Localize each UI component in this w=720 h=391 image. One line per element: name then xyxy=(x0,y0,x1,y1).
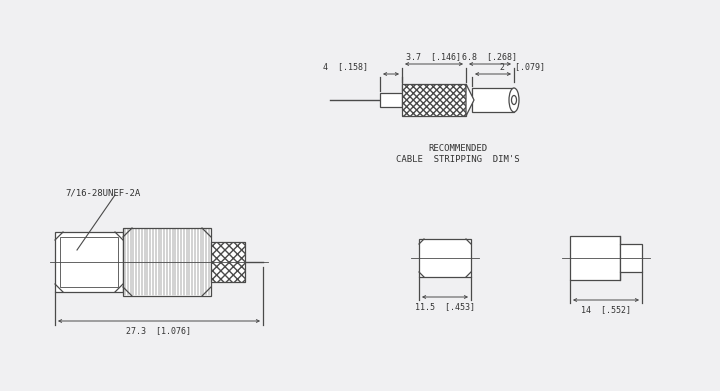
Bar xyxy=(123,228,211,296)
Text: 14  [.552]: 14 [.552] xyxy=(581,305,631,314)
Bar xyxy=(380,93,402,107)
Text: 11.5  [.453]: 11.5 [.453] xyxy=(415,302,475,311)
Ellipse shape xyxy=(511,95,516,104)
Bar xyxy=(211,242,245,282)
Text: 4  [.158]: 4 [.158] xyxy=(323,62,368,71)
Text: CABLE  STRIPPING  DIM'S: CABLE STRIPPING DIM'S xyxy=(396,155,520,164)
Bar xyxy=(620,244,642,272)
Bar xyxy=(472,88,514,112)
Bar xyxy=(419,239,471,277)
Text: RECOMMENDED: RECOMMENDED xyxy=(428,144,487,153)
Text: 27.3  [1.076]: 27.3 [1.076] xyxy=(127,326,192,335)
Bar xyxy=(60,237,118,287)
Text: 6.8  [.268]: 6.8 [.268] xyxy=(462,52,518,61)
Bar xyxy=(570,236,620,280)
Text: 3.7  [.146]: 3.7 [.146] xyxy=(407,52,462,61)
Polygon shape xyxy=(466,84,474,116)
Bar xyxy=(402,84,466,116)
Bar xyxy=(55,232,123,292)
Ellipse shape xyxy=(509,88,519,112)
Text: 7/16-28UNEF-2A: 7/16-28UNEF-2A xyxy=(65,188,140,197)
Bar xyxy=(211,242,245,282)
Text: 2  [.079]: 2 [.079] xyxy=(500,62,546,71)
